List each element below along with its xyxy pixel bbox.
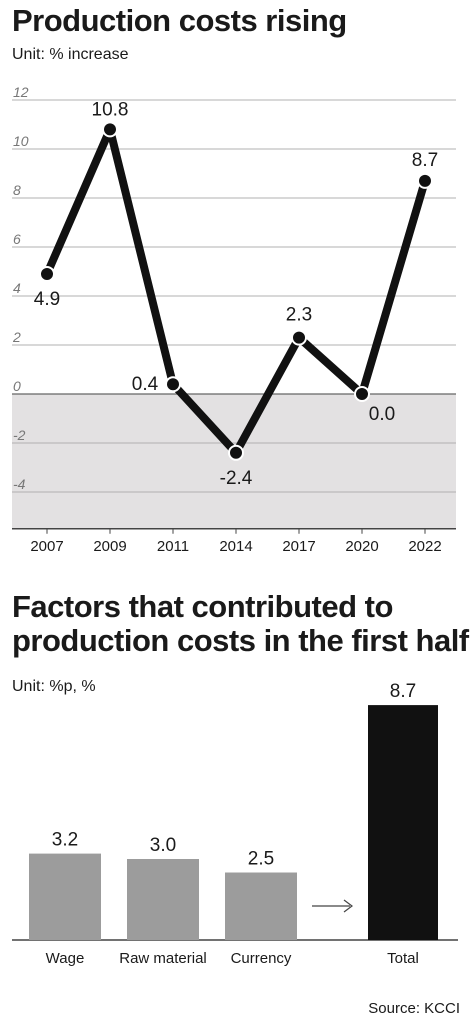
data-point — [354, 386, 370, 402]
y-tick-label: 10 — [13, 133, 29, 149]
x-tick-label: 2011 — [157, 538, 189, 555]
bar — [368, 705, 438, 940]
data-label: 8.7 — [412, 150, 438, 171]
bar-value-label: 3.0 — [150, 835, 176, 856]
x-tick-label: 2007 — [30, 538, 63, 555]
bar-category-label: Raw material — [119, 950, 207, 967]
y-tick-label: 12 — [13, 84, 29, 100]
data-point — [165, 376, 181, 393]
data-label: 0.4 — [132, 374, 159, 395]
source-note: Source: KCCI — [368, 1000, 460, 1017]
negative-band — [12, 394, 456, 529]
data-label: 4.9 — [34, 289, 60, 310]
bar — [225, 872, 297, 940]
data-point — [39, 265, 55, 282]
bar — [29, 853, 101, 940]
bar-value-label: 8.7 — [390, 681, 416, 702]
data-label: 2.3 — [286, 305, 312, 326]
y-tick-label: 2 — [12, 329, 21, 345]
x-tick-label: 2020 — [345, 538, 378, 555]
data-point — [102, 121, 118, 138]
y-tick-label: 6 — [13, 231, 21, 247]
bar-category-label: Total — [387, 950, 419, 967]
y-tick-label: 4 — [13, 280, 21, 296]
bar-chart-unit: Unit: %p, % — [12, 678, 96, 695]
x-tick-label: 2017 — [282, 538, 315, 555]
bar-category-label: Wage — [46, 950, 85, 967]
data-point — [291, 329, 307, 346]
data-point — [228, 444, 244, 461]
bar-category-label: Currency — [231, 950, 292, 967]
data-label: -2.4 — [220, 468, 253, 489]
data-point — [417, 172, 433, 189]
bar-chart-title: Factors that contributed to production c… — [12, 589, 469, 659]
arrow-head-icon — [343, 899, 353, 913]
bar-value-label: 2.5 — [248, 849, 274, 870]
data-label: 0.0 — [369, 404, 395, 425]
y-tick-label: -2 — [13, 427, 26, 443]
y-tick-label: -4 — [13, 476, 26, 492]
line-chart-unit: Unit: % increase — [12, 46, 129, 63]
y-tick-label: 8 — [13, 182, 21, 198]
line-chart-title: Production costs rising — [12, 3, 347, 38]
x-tick-label: 2022 — [408, 538, 441, 555]
x-tick-label: 2009 — [93, 538, 126, 555]
bar-value-label: 3.2 — [52, 830, 78, 851]
y-tick-label: 0 — [13, 378, 21, 394]
bar — [127, 859, 199, 940]
x-tick-label: 2014 — [219, 538, 252, 555]
line-chart: 12 10 8 6 4 2 0 -2 -4 2007 2009 2011 2014 2017 2020 202… — [12, 84, 456, 555]
data-label: 10.8 — [92, 99, 129, 120]
